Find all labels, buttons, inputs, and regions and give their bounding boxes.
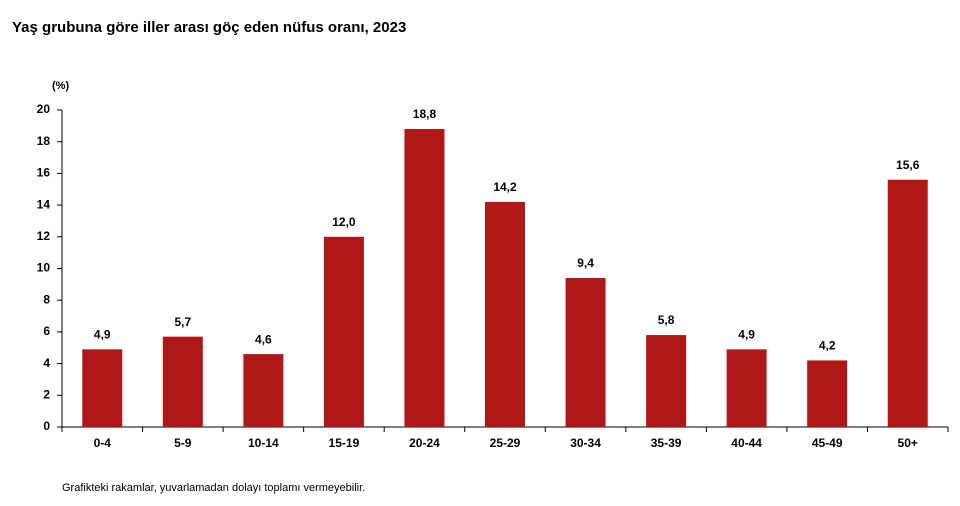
value-label: 4,9 — [94, 328, 111, 342]
note: Grafikteki rakamlar, yuvarlamadan dolayı… — [62, 482, 365, 494]
chart-title: Yaş grubuna göre iller arası göç eden nü… — [12, 19, 406, 36]
bar — [323, 236, 364, 427]
bar — [807, 360, 848, 427]
y-tick-label: 2 — [43, 387, 50, 401]
value-label: 5,7 — [174, 315, 191, 329]
value-label: 5,8 — [658, 313, 675, 327]
x-tick-label: 30-34 — [570, 436, 601, 450]
x-tick-label: 40-44 — [731, 436, 762, 450]
bar — [887, 179, 928, 427]
y-tick-label: 16 — [37, 166, 51, 180]
bar — [162, 336, 203, 427]
y-tick-label: 12 — [37, 229, 51, 243]
bar — [726, 349, 767, 427]
x-tick-label: 0-4 — [94, 436, 112, 450]
y-tick-label: 14 — [37, 197, 51, 211]
x-tick-label: 10-14 — [248, 436, 279, 450]
x-tick-label: 45-49 — [812, 436, 843, 450]
value-label: 14,2 — [493, 180, 517, 194]
y-tick-label: 8 — [43, 292, 50, 306]
x-tick-label: 25-29 — [490, 436, 521, 450]
y-tick-label: 10 — [37, 261, 51, 275]
bar — [404, 129, 445, 427]
x-tick-label: 5-9 — [174, 436, 192, 450]
value-label: 12,0 — [332, 215, 356, 229]
bar — [646, 335, 687, 427]
x-tick-label: 20-24 — [409, 436, 440, 450]
y-tick-label: 4 — [43, 356, 50, 370]
bar — [565, 278, 606, 427]
value-label: 9,4 — [577, 256, 594, 270]
y-tick-label: 20 — [37, 102, 51, 116]
value-label: 15,6 — [896, 158, 920, 172]
value-label: 4,2 — [819, 339, 836, 353]
bar — [82, 349, 123, 427]
x-tick-label: 35-39 — [651, 436, 682, 450]
value-label: 4,6 — [255, 332, 272, 346]
y-tick-label: 0 — [43, 419, 50, 433]
x-tick-label: 15-19 — [329, 436, 360, 450]
bar — [243, 354, 284, 427]
bar — [485, 201, 525, 427]
value-label: 18,8 — [413, 107, 437, 121]
y-axis-label: (%) — [52, 80, 69, 92]
value-label: 4,9 — [738, 328, 755, 342]
x-tick-label: 50+ — [898, 436, 918, 450]
y-tick-label: 18 — [37, 134, 51, 148]
y-tick-label: 6 — [43, 324, 50, 338]
